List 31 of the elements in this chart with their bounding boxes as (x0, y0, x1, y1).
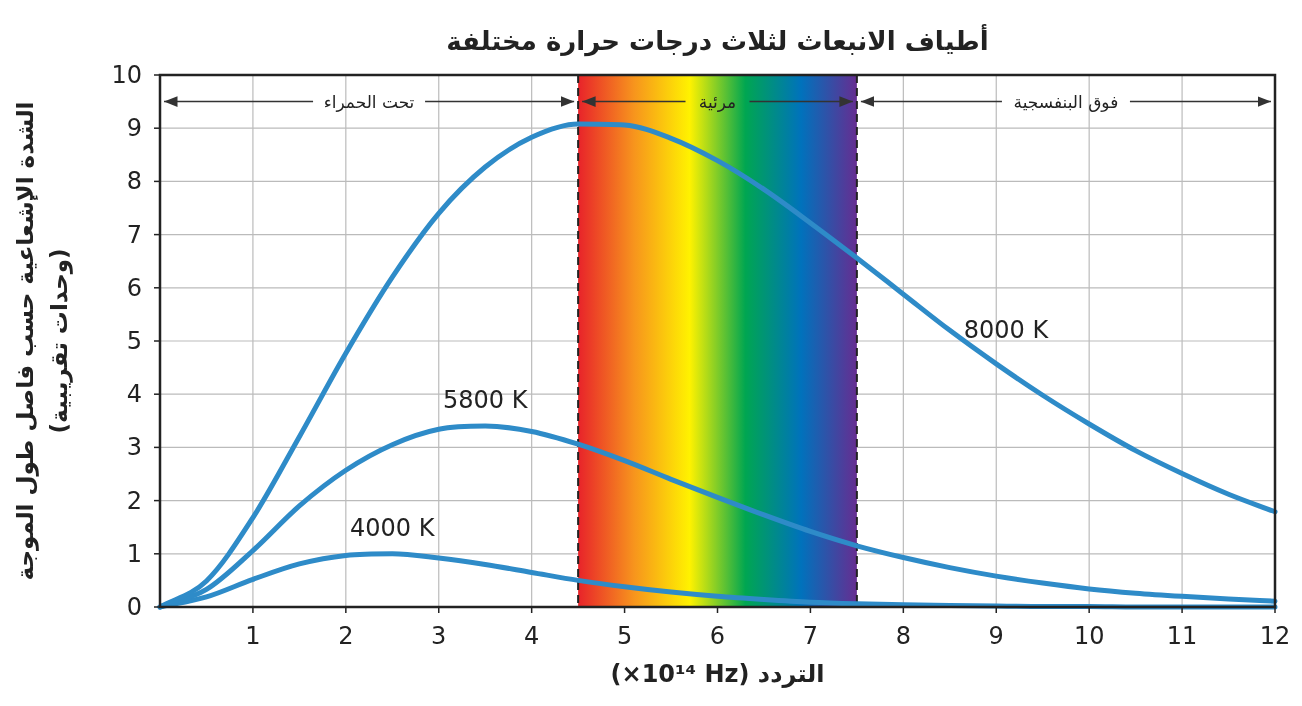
x-tick-label: 12 (1259, 622, 1291, 650)
y-tick-label: 0 (126, 593, 142, 621)
x-tick-label: 4 (524, 622, 540, 650)
x-tick-label: 11 (1166, 622, 1198, 650)
x-tick-label: 2 (338, 622, 354, 650)
x-tick-label: 7 (802, 622, 819, 650)
y-tick-label: 8 (126, 167, 142, 196)
series-label: 5800 K (442, 386, 529, 415)
annotation: تحت الحمراء (323, 91, 415, 112)
y-axis-title: الشدة الإشعاعية حسب فاصل طول الموجة (وحدات تقريبية) (11, 100, 74, 583)
y-tick-label: 1 (126, 539, 142, 568)
annotation: فوق البنفسجية (1013, 91, 1119, 112)
x-tick-label: 10 (1073, 622, 1105, 650)
y-tick-label: 3 (126, 433, 142, 462)
x-tick-label: 9 (988, 622, 1004, 650)
y-tick-label: 2 (126, 486, 142, 515)
y-tick-label: 5 (126, 327, 142, 355)
y-tick-label: 6 (126, 273, 142, 302)
band-label: مرئية (698, 91, 737, 112)
y-tick-label: 9 (126, 114, 142, 143)
series-label: 4000 K (350, 513, 436, 542)
y-tick-label: 10 (111, 61, 142, 89)
y-tick-label: 7 (126, 220, 142, 249)
x-tick-label: 8 (895, 622, 911, 650)
x-tick-label: 3 (431, 622, 447, 650)
chart-title: أطياف الانبعاث لثلاث درجات حرارة مختلفة (446, 24, 989, 57)
x-tick-label: 6 (709, 622, 726, 650)
x-tick-label: 1 (245, 622, 261, 650)
series-label: 8000 K (963, 316, 1050, 345)
y-tick-label: 4 (126, 380, 142, 409)
x-tick-label: 5 (616, 622, 633, 650)
